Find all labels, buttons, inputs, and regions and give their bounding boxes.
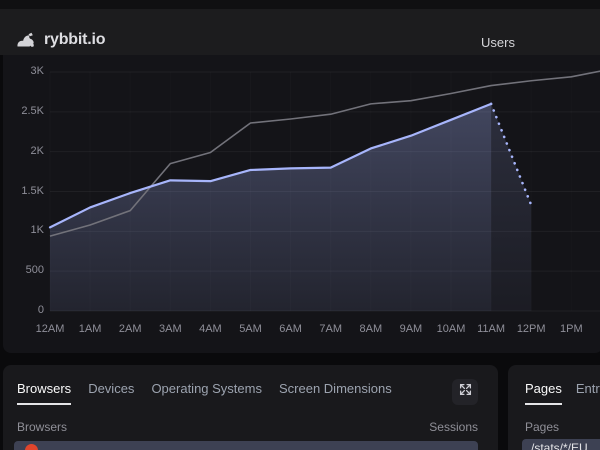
- page-path: /stats/*/EU: [531, 441, 588, 450]
- maximize-icon: [459, 383, 472, 401]
- column-header-browsers: Browsers: [17, 420, 68, 434]
- tab-screen-dimensions[interactable]: Screen Dimensions: [278, 381, 392, 396]
- tab-browsers[interactable]: Browsers: [17, 381, 72, 405]
- logo-text: rybbit.io: [44, 31, 106, 48]
- rybbit-logo[interactable]: rybbit.io: [16, 31, 106, 49]
- column-header-pages: Pages: [525, 420, 560, 434]
- app-header: rybbit.io Users: [0, 9, 600, 55]
- browser-row-chrome[interactable]: [14, 441, 478, 450]
- column-header-sessions: Sessions: [429, 420, 478, 434]
- tab-devices[interactable]: Devices: [88, 381, 135, 396]
- chart-metric-label: Users: [481, 35, 515, 50]
- browsers-card: Browsers Devices Operating Systems Scree…: [3, 365, 498, 450]
- expand-button[interactable]: [452, 379, 478, 405]
- pages-card: Pages Entry Pages Pages /stats/*/EU: [508, 365, 600, 450]
- tab-operating-systems[interactable]: Operating Systems: [151, 381, 262, 396]
- tab-pages[interactable]: Pages: [525, 381, 562, 405]
- top-strip: [0, 0, 600, 9]
- pages-card-tabs: Pages Entry Pages: [525, 381, 600, 405]
- rybbit-logo-icon: [16, 32, 37, 49]
- page-row[interactable]: /stats/*/EU: [522, 439, 600, 450]
- chrome-browser-icon: [25, 444, 38, 450]
- users-area-chart[interactable]: [0, 55, 600, 355]
- browsers-card-tabs: Browsers Devices Operating Systems Scree…: [17, 381, 392, 405]
- tab-entry-pages[interactable]: Entry Pages: [575, 381, 600, 396]
